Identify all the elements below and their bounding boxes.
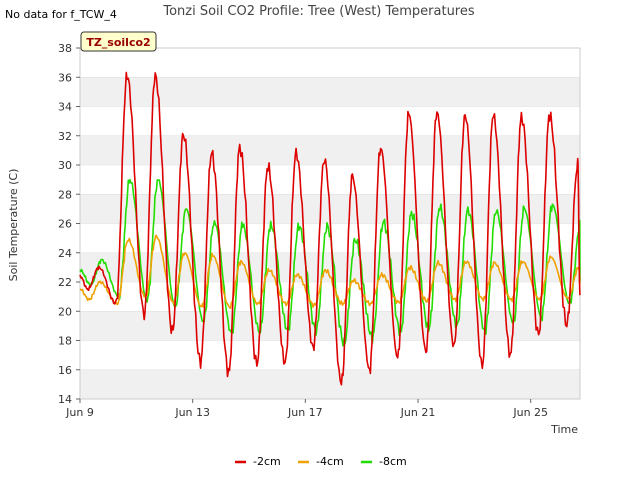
y-axis-label: Soil Temperature (C) <box>7 169 20 282</box>
y-tick-label: 14 <box>58 393 72 406</box>
series-line--2cm <box>79 71 581 386</box>
plot-bands <box>80 77 580 399</box>
legend-label: -8cm <box>379 455 407 468</box>
x-axis-ticks: Jun 9 Jun 13 Jun 17 Jun 21 Jun 25 <box>65 399 548 419</box>
series-line--8cm <box>79 178 581 347</box>
y-tick-label: 32 <box>58 130 72 143</box>
legend: -2cm -4cm -8cm <box>235 455 407 468</box>
site-badge-label: TZ_soilco2 <box>86 36 150 49</box>
y-tick-label: 16 <box>58 364 72 377</box>
y-tick-label: 28 <box>58 188 72 201</box>
site-badge: TZ_soilco2 <box>80 31 157 52</box>
y-tick-label: 26 <box>58 218 72 231</box>
y-tick-label: 36 <box>58 71 72 84</box>
y-tick-label: 24 <box>58 247 72 260</box>
x-tick-label: Jun 25 <box>512 406 548 419</box>
chart-title: Tonzi Soil CO2 Profile: Tree (West) Temp… <box>162 4 475 19</box>
no-data-note: No data for f_TCW_4 <box>5 8 117 21</box>
x-tick-label: Jun 9 <box>65 406 94 419</box>
plot-band <box>80 369 580 399</box>
plot-band <box>80 311 580 341</box>
plot-band <box>80 77 580 107</box>
y-axis-ticks: 14 16 18 20 22 24 26 28 30 32 34 36 38 <box>58 42 80 406</box>
x-tick-label: Jun 17 <box>287 406 323 419</box>
plot-band <box>80 135 580 165</box>
y-tick-label: 22 <box>58 276 72 289</box>
site-badge-box <box>80 31 157 52</box>
x-axis-label: Time <box>550 423 578 436</box>
series-layer <box>79 71 581 386</box>
x-tick-label: Jun 21 <box>400 406 436 419</box>
y-tick-label: 34 <box>58 101 72 114</box>
x-tick-label: Jun 13 <box>174 406 210 419</box>
y-tick-label: 18 <box>58 335 72 348</box>
y-tick-label: 20 <box>58 305 72 318</box>
legend-label: -2cm <box>253 455 281 468</box>
y-tick-label: 38 <box>58 42 72 55</box>
y-tick-label: 30 <box>58 159 72 172</box>
legend-label: -4cm <box>316 455 344 468</box>
